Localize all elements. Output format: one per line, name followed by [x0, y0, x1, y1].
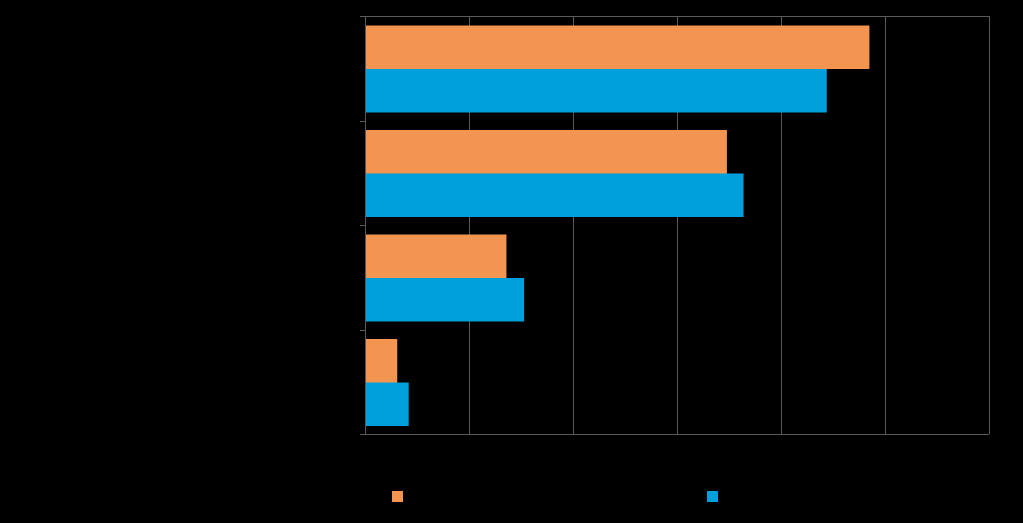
axes: [360, 16, 989, 435]
bar-series-1-category-1: [365, 25, 870, 69]
legend-swatch-series-1: [392, 491, 403, 502]
bar-series-2-category-1: [365, 69, 827, 113]
legend: [392, 491, 718, 502]
bar-series-2-category-4: [365, 382, 409, 426]
bar-series-1-category-2: [365, 130, 727, 174]
bar-series-2-category-2: [365, 173, 744, 217]
bars: [365, 25, 870, 426]
legend-swatch-series-2: [707, 491, 718, 502]
bar-series-1-category-3: [365, 234, 507, 278]
bar-series-1-category-4: [365, 339, 398, 383]
bar-series-2-category-3: [365, 278, 525, 322]
